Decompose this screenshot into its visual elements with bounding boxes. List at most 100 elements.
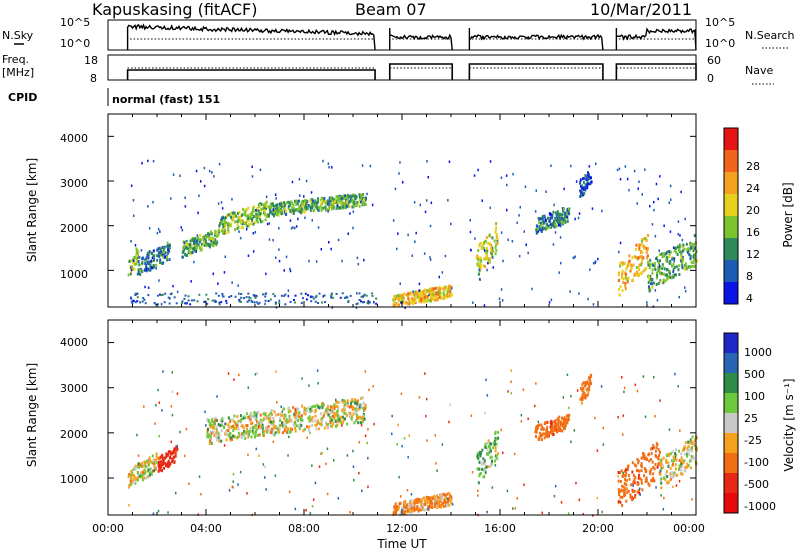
- power-cell: [155, 263, 158, 267]
- power-cell: [578, 292, 580, 295]
- velocity-cell: [211, 424, 214, 428]
- velocity-cell: [602, 443, 605, 446]
- velocity-cell: [160, 465, 163, 469]
- velocity-cell: [686, 465, 689, 469]
- power-ytick-2000: 2000: [60, 222, 88, 235]
- power-cell: [218, 301, 221, 305]
- power-cell: [418, 282, 421, 286]
- velocity-cell: [436, 469, 438, 472]
- velocity-cell: [618, 493, 620, 496]
- power-cell: [202, 236, 205, 240]
- velocity-cell: [493, 439, 496, 443]
- velocity-cell: [176, 444, 179, 448]
- power-cell: [150, 259, 153, 263]
- power-cell: [272, 238, 274, 242]
- velocity-cell: [350, 405, 353, 408]
- velocity-cell: [288, 409, 291, 413]
- power-cell: [294, 199, 296, 203]
- velocity-cell: [306, 425, 308, 429]
- velocity-cell: [150, 472, 153, 476]
- xtick-0400: 04:00: [190, 522, 222, 535]
- power-cell: [320, 206, 323, 210]
- power-cell: [674, 273, 677, 277]
- power-cell: [435, 286, 438, 290]
- power-cell: [135, 247, 138, 251]
- velocity-cell: [539, 431, 542, 435]
- power-cell: [236, 226, 239, 230]
- power-cell: [238, 298, 241, 301]
- power-cell: [259, 202, 262, 206]
- velocity-cell: [206, 435, 209, 439]
- velocity-cell: [133, 480, 136, 484]
- power-cell: [297, 208, 300, 212]
- power-cell: [309, 205, 312, 209]
- power-cell: [541, 217, 544, 221]
- power-ytick-3000: 3000: [60, 177, 88, 190]
- power-cell: [527, 251, 529, 255]
- velocity-cell: [642, 452, 645, 456]
- power-cell: [294, 226, 296, 230]
- power-cell: [477, 168, 479, 172]
- velocity-cell: [573, 429, 576, 432]
- power-cell: [166, 251, 169, 255]
- power-cell: [284, 207, 287, 211]
- power-cell: [147, 267, 149, 271]
- velocity-cell: [209, 425, 212, 429]
- velocity-cell: [139, 463, 142, 467]
- power-cell: [164, 255, 167, 259]
- power-cell: [668, 275, 671, 279]
- power-cell: [300, 302, 303, 304]
- velocity-cell: [554, 419, 557, 423]
- velocity-cell: [159, 460, 162, 464]
- velocity-cell: [254, 373, 257, 376]
- power-cell: [292, 226, 294, 229]
- power-cell: [141, 300, 144, 303]
- power-cell: [224, 255, 226, 258]
- power-cell: [450, 285, 453, 289]
- velocity-cell: [270, 420, 272, 424]
- velocity-cell: [632, 481, 635, 485]
- velocity-cell: [683, 459, 686, 463]
- power-cell: [240, 296, 243, 299]
- power-cell: [184, 253, 187, 257]
- velocity-cell: [287, 427, 289, 431]
- power-cell: [564, 215, 567, 219]
- power-cell: [511, 240, 514, 243]
- power-cell: [436, 297, 439, 301]
- power-cell: [551, 222, 554, 226]
- power-cell: [664, 279, 667, 283]
- velocity-cell: [486, 451, 489, 455]
- velocity-cell: [450, 495, 453, 499]
- power-cell: [626, 263, 629, 267]
- velocity-cell: [350, 401, 352, 405]
- velocity-cell: [448, 503, 451, 507]
- velocity-cell: [673, 459, 676, 463]
- power-cell: [316, 206, 318, 210]
- velocity-cell: [435, 462, 437, 465]
- power-cell: [486, 268, 488, 272]
- velocity-cell: [311, 418, 314, 422]
- power-cell: [250, 222, 253, 226]
- power-cell: [345, 200, 348, 204]
- power-cell: [570, 164, 572, 168]
- velocity-cell: [303, 406, 306, 410]
- power-cell: [658, 266, 661, 270]
- velocity-cell: [167, 453, 169, 457]
- power-cell: [492, 256, 494, 259]
- power-cell: [646, 246, 649, 250]
- power-cell: [584, 185, 587, 189]
- velocity-cell: [562, 417, 565, 421]
- power-cell: [300, 201, 303, 205]
- power-cell: [136, 249, 139, 252]
- power-cell: [487, 259, 490, 262]
- power-cell: [590, 176, 592, 180]
- velocity-cell: [450, 497, 453, 501]
- power-cell: [662, 281, 665, 285]
- power-cell: [429, 256, 431, 259]
- velocity-cell: [168, 461, 171, 465]
- velocity-cell: [489, 456, 492, 460]
- velocity-cell: [625, 479, 628, 483]
- power-cell: [538, 217, 541, 221]
- power-cell: [362, 201, 365, 205]
- power-cell: [618, 293, 621, 297]
